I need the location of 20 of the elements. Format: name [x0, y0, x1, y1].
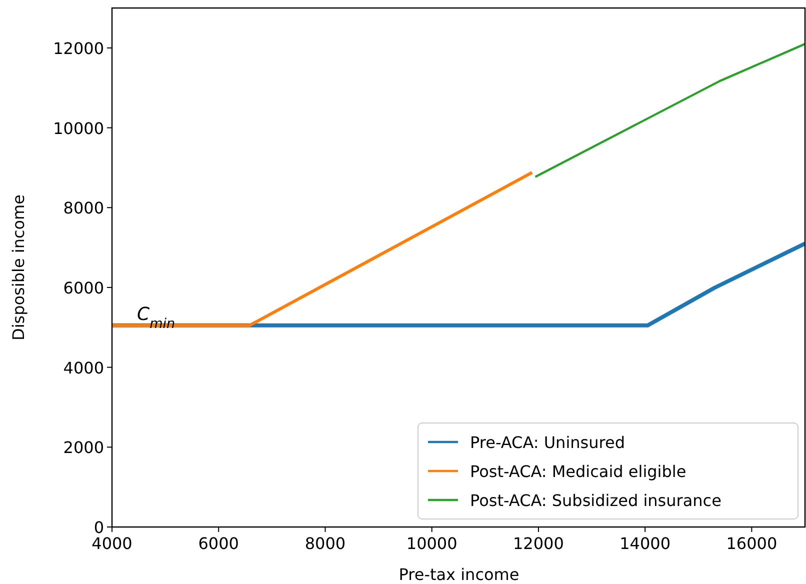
x-tick-label: 14000 — [620, 534, 671, 553]
legend-label: Pre-ACA: Uninsured — [470, 433, 625, 452]
y-tick-label: 12000 — [53, 38, 104, 58]
y-tick-label: 8000 — [63, 198, 104, 218]
x-axis-title: Pre-tax income — [398, 565, 520, 584]
y-tick-label: 2000 — [63, 438, 104, 458]
y-tick-label: 6000 — [63, 278, 104, 298]
y-tick-label: 10000 — [53, 118, 104, 138]
x-tick-label: 8000 — [304, 534, 346, 553]
y-tick-label: 0 — [94, 518, 104, 537]
x-tick-label: 4000 — [92, 534, 132, 553]
x-tick-label: 16000 — [726, 534, 778, 553]
y-axis-title: Disposible income — [9, 194, 28, 340]
x-tick-label: 6000 — [198, 534, 239, 553]
x-tick-label: 12000 — [513, 534, 564, 553]
legend-label: Post-ACA: Medicaid eligible — [470, 462, 686, 481]
y-tick-label: 4000 — [63, 358, 104, 378]
x-tick-label: 10000 — [406, 534, 458, 553]
annotation: C$_{min}$ — [137, 304, 176, 332]
legend-label: Post-ACA: Subsidized insurance — [470, 491, 722, 510]
